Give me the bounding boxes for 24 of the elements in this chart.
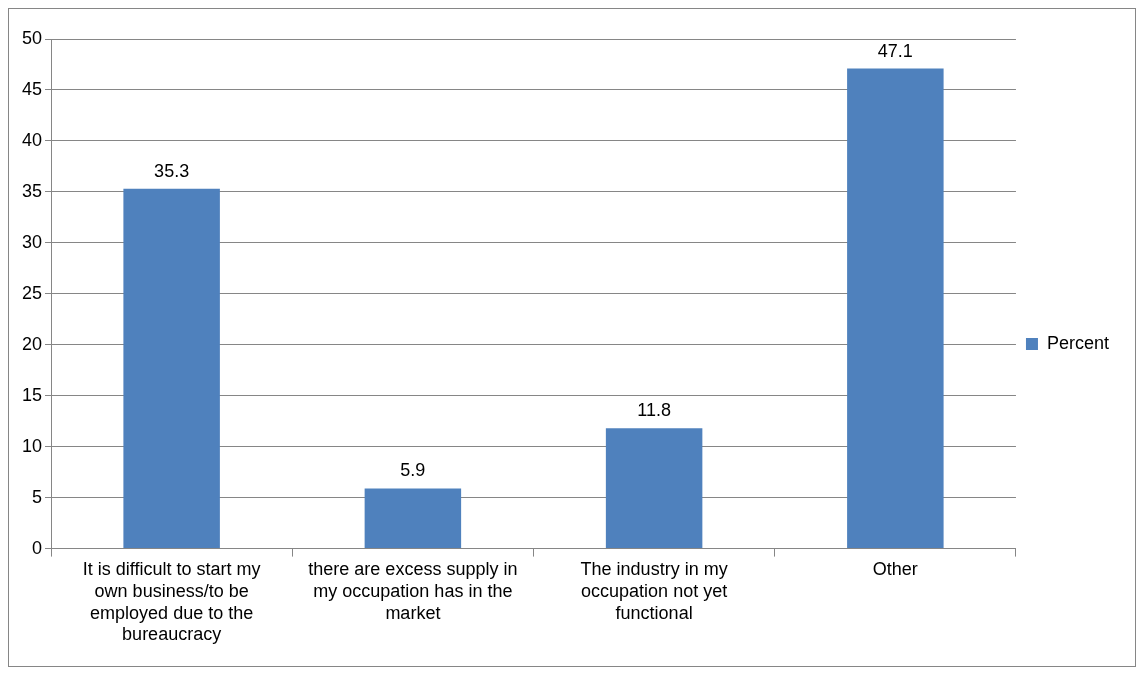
y-tick-label: 0 [32,537,43,558]
bar [605,428,703,549]
y-tick-label: 35 [21,180,43,201]
y-tick-label: 5 [32,486,43,507]
x-tick-label: Other [872,559,918,580]
y-tick-label: 45 [21,78,43,99]
bar [364,488,462,549]
x-tick-label: there are excess supply in my occupation has in the market [308,559,518,623]
data-label: 35.3 [154,160,190,181]
y-tick-label: 10 [21,435,43,456]
data-label: 47.1 [877,40,913,61]
y-tick-label: 15 [21,384,43,405]
y-tick-label: 30 [21,231,43,252]
data-label: 11.8 [637,400,671,421]
bar [847,68,944,549]
y-tick-label: 40 [21,129,43,150]
x-tick-label: It is difficult to start my own business/to be employed due to the bureaucracy [82,559,261,645]
legend-label: Percent [1046,332,1110,353]
y-tick-label: 25 [21,282,43,303]
data-label: 5.9 [400,460,426,481]
bar [123,188,220,549]
x-tick-label: The industry in my occupation not yet functional [580,559,728,623]
y-tick-label: 20 [21,333,43,354]
y-tick-label: 50 [21,27,43,48]
